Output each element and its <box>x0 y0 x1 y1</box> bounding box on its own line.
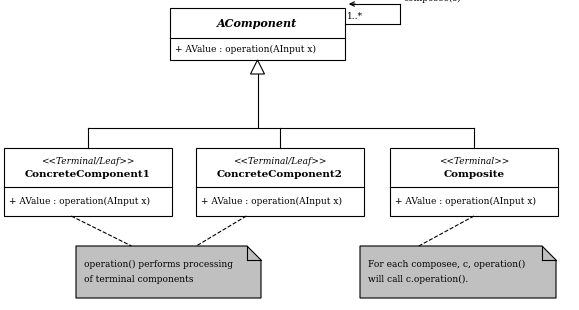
Text: composee(s): composee(s) <box>404 0 461 3</box>
Text: AComponent: AComponent <box>217 18 298 29</box>
Polygon shape <box>76 246 261 298</box>
Bar <box>4 148 172 216</box>
Text: ConcreteComponent1: ConcreteComponent1 <box>25 170 151 179</box>
Text: of terminal components: of terminal components <box>84 275 193 284</box>
Text: + AValue : operation(AInput x): + AValue : operation(AInput x) <box>395 197 536 206</box>
Text: For each composee, c, operation(): For each composee, c, operation() <box>368 260 525 269</box>
Text: Composite: Composite <box>444 170 504 179</box>
Bar <box>196 148 364 216</box>
Text: will call c.operation().: will call c.operation(). <box>368 275 468 284</box>
Polygon shape <box>360 246 556 298</box>
Text: <<Terminal>>: <<Terminal>> <box>439 157 509 166</box>
Text: <<Terminal/Leaf>>: <<Terminal/Leaf>> <box>41 157 135 166</box>
Text: + AValue : operation(AInput x): + AValue : operation(AInput x) <box>175 45 316 54</box>
Text: + AValue : operation(AInput x): + AValue : operation(AInput x) <box>9 197 150 206</box>
Text: ConcreteComponent2: ConcreteComponent2 <box>217 170 343 179</box>
Bar <box>170 8 345 60</box>
Text: 1..*: 1..* <box>347 11 363 20</box>
Text: + AValue : operation(AInput x): + AValue : operation(AInput x) <box>201 197 342 206</box>
Text: operation() performs processing: operation() performs processing <box>84 260 233 269</box>
Bar <box>390 148 558 216</box>
Polygon shape <box>251 60 265 74</box>
Text: <<Terminal/Leaf>>: <<Terminal/Leaf>> <box>233 157 327 166</box>
